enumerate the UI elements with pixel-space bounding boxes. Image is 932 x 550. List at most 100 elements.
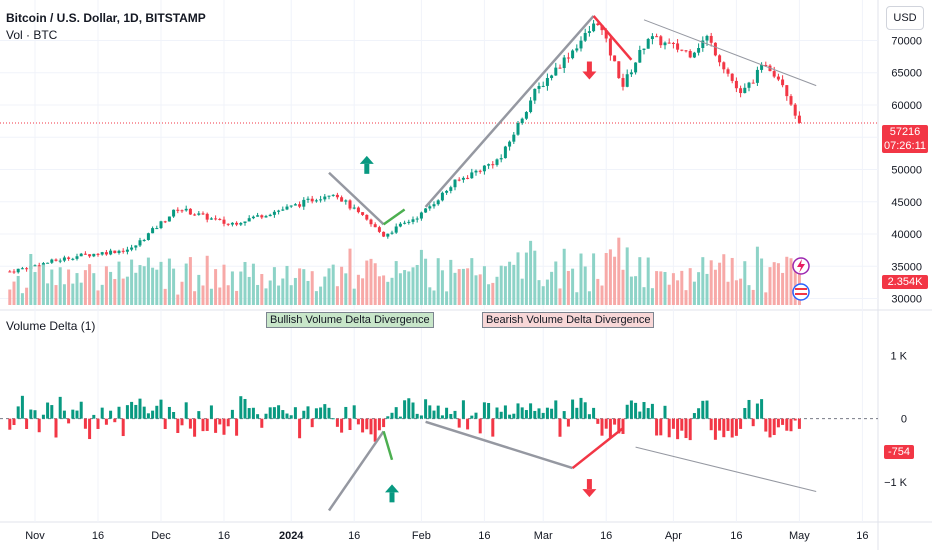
- candle-body: [734, 80, 738, 89]
- candle-body: [188, 208, 192, 215]
- candle-body: [62, 257, 66, 261]
- candle-body: [130, 247, 134, 250]
- candle-body: [722, 62, 726, 70]
- candle-body: [680, 49, 684, 51]
- volume-bar: [243, 261, 247, 305]
- up-arrow-icon: [385, 484, 399, 503]
- delta-bar: [663, 405, 667, 419]
- candle-body: [327, 195, 331, 197]
- volume-bar: [113, 278, 117, 305]
- delta-bar: [491, 418, 495, 437]
- candle-body: [634, 62, 638, 73]
- volume-bar: [58, 267, 62, 305]
- delta-bar: [776, 418, 780, 428]
- candle-body: [558, 67, 562, 69]
- currency-button[interactable]: USD: [886, 6, 924, 30]
- volume-bar: [335, 286, 339, 305]
- volume-bar: [176, 294, 180, 305]
- candle-body: [550, 75, 554, 79]
- volume-bar: [604, 253, 608, 305]
- delta-bar: [109, 410, 113, 419]
- candle-body: [365, 214, 369, 220]
- delta-bar: [100, 407, 104, 419]
- candle-body: [797, 115, 801, 123]
- candle-body: [449, 187, 453, 191]
- volume-bar: [100, 284, 104, 305]
- up-arrow-icon: [359, 155, 374, 174]
- volume-bar: [466, 268, 470, 305]
- time-tick-label: Dec: [151, 530, 171, 542]
- candle-body: [71, 258, 75, 260]
- volume-bar: [390, 277, 394, 305]
- volume-bar: [743, 261, 747, 305]
- volume-bar: [188, 257, 192, 305]
- candle-body: [466, 177, 470, 179]
- delta-bar: [529, 403, 533, 419]
- trend-line: [425, 420, 573, 470]
- delta-bar: [323, 404, 327, 419]
- volume-bar: [394, 261, 398, 305]
- volume-bar: [541, 286, 545, 305]
- volume-bar: [277, 285, 281, 305]
- delta-bar: [201, 418, 205, 432]
- candle-body: [583, 32, 587, 41]
- candle-body: [697, 48, 701, 53]
- candle-body: [88, 254, 92, 257]
- delta-bar: [424, 399, 428, 419]
- volume-bar: [180, 281, 184, 305]
- volume-bar: [365, 260, 369, 305]
- candle-body: [755, 69, 759, 83]
- volume-bar: [8, 289, 12, 305]
- delta-bar: [772, 418, 776, 436]
- delta-bar: [331, 418, 335, 420]
- volume-bar: [684, 290, 688, 305]
- volume-bar: [705, 273, 709, 305]
- delta-bar: [419, 415, 423, 419]
- delta-bar: [121, 418, 125, 437]
- delta-bar: [461, 400, 465, 419]
- volume-bar: [566, 270, 570, 305]
- candle-body: [268, 214, 272, 217]
- candle-body: [50, 259, 54, 263]
- volume-bar: [398, 273, 402, 305]
- time-tick-label: 2024: [279, 530, 304, 542]
- delta-bar: [764, 418, 768, 432]
- candle-body: [474, 170, 478, 173]
- volume-bar: [789, 258, 793, 305]
- candle-body: [482, 165, 486, 172]
- candle-body: [398, 223, 402, 227]
- candle-body: [331, 194, 335, 196]
- volume-bar: [424, 258, 428, 305]
- volume-bar: [680, 270, 684, 305]
- candle-body: [621, 78, 625, 87]
- delta-bar: [797, 418, 801, 429]
- volume-bar: [37, 266, 41, 305]
- delta-bar: [789, 418, 793, 432]
- candle-body: [235, 222, 239, 225]
- candle-body: [79, 253, 83, 257]
- down-arrow-icon: [582, 61, 597, 80]
- delta-bar: [163, 418, 167, 430]
- volume-bar: [579, 253, 583, 305]
- volume-bar: [411, 267, 415, 305]
- delta-bar: [361, 418, 365, 433]
- delta-bar: [524, 410, 528, 419]
- candle-body: [344, 200, 348, 202]
- delta-tick-label: 1 K: [890, 350, 907, 362]
- delta-bar: [20, 395, 24, 419]
- candle-body: [125, 249, 129, 252]
- delta-bar: [302, 410, 306, 419]
- volume-bar: [482, 266, 486, 305]
- volume-bar: [96, 290, 100, 305]
- delta-bar: [726, 418, 730, 431]
- delta-bar: [96, 418, 100, 429]
- volume-bar: [121, 278, 125, 305]
- delta-bar: [600, 418, 604, 436]
- delta-bar: [251, 407, 255, 419]
- volume-bar: [125, 276, 129, 305]
- volume-bar: [117, 261, 121, 305]
- candle-body: [596, 23, 600, 26]
- delta-bar: [71, 409, 75, 419]
- delta-bar: [365, 418, 369, 430]
